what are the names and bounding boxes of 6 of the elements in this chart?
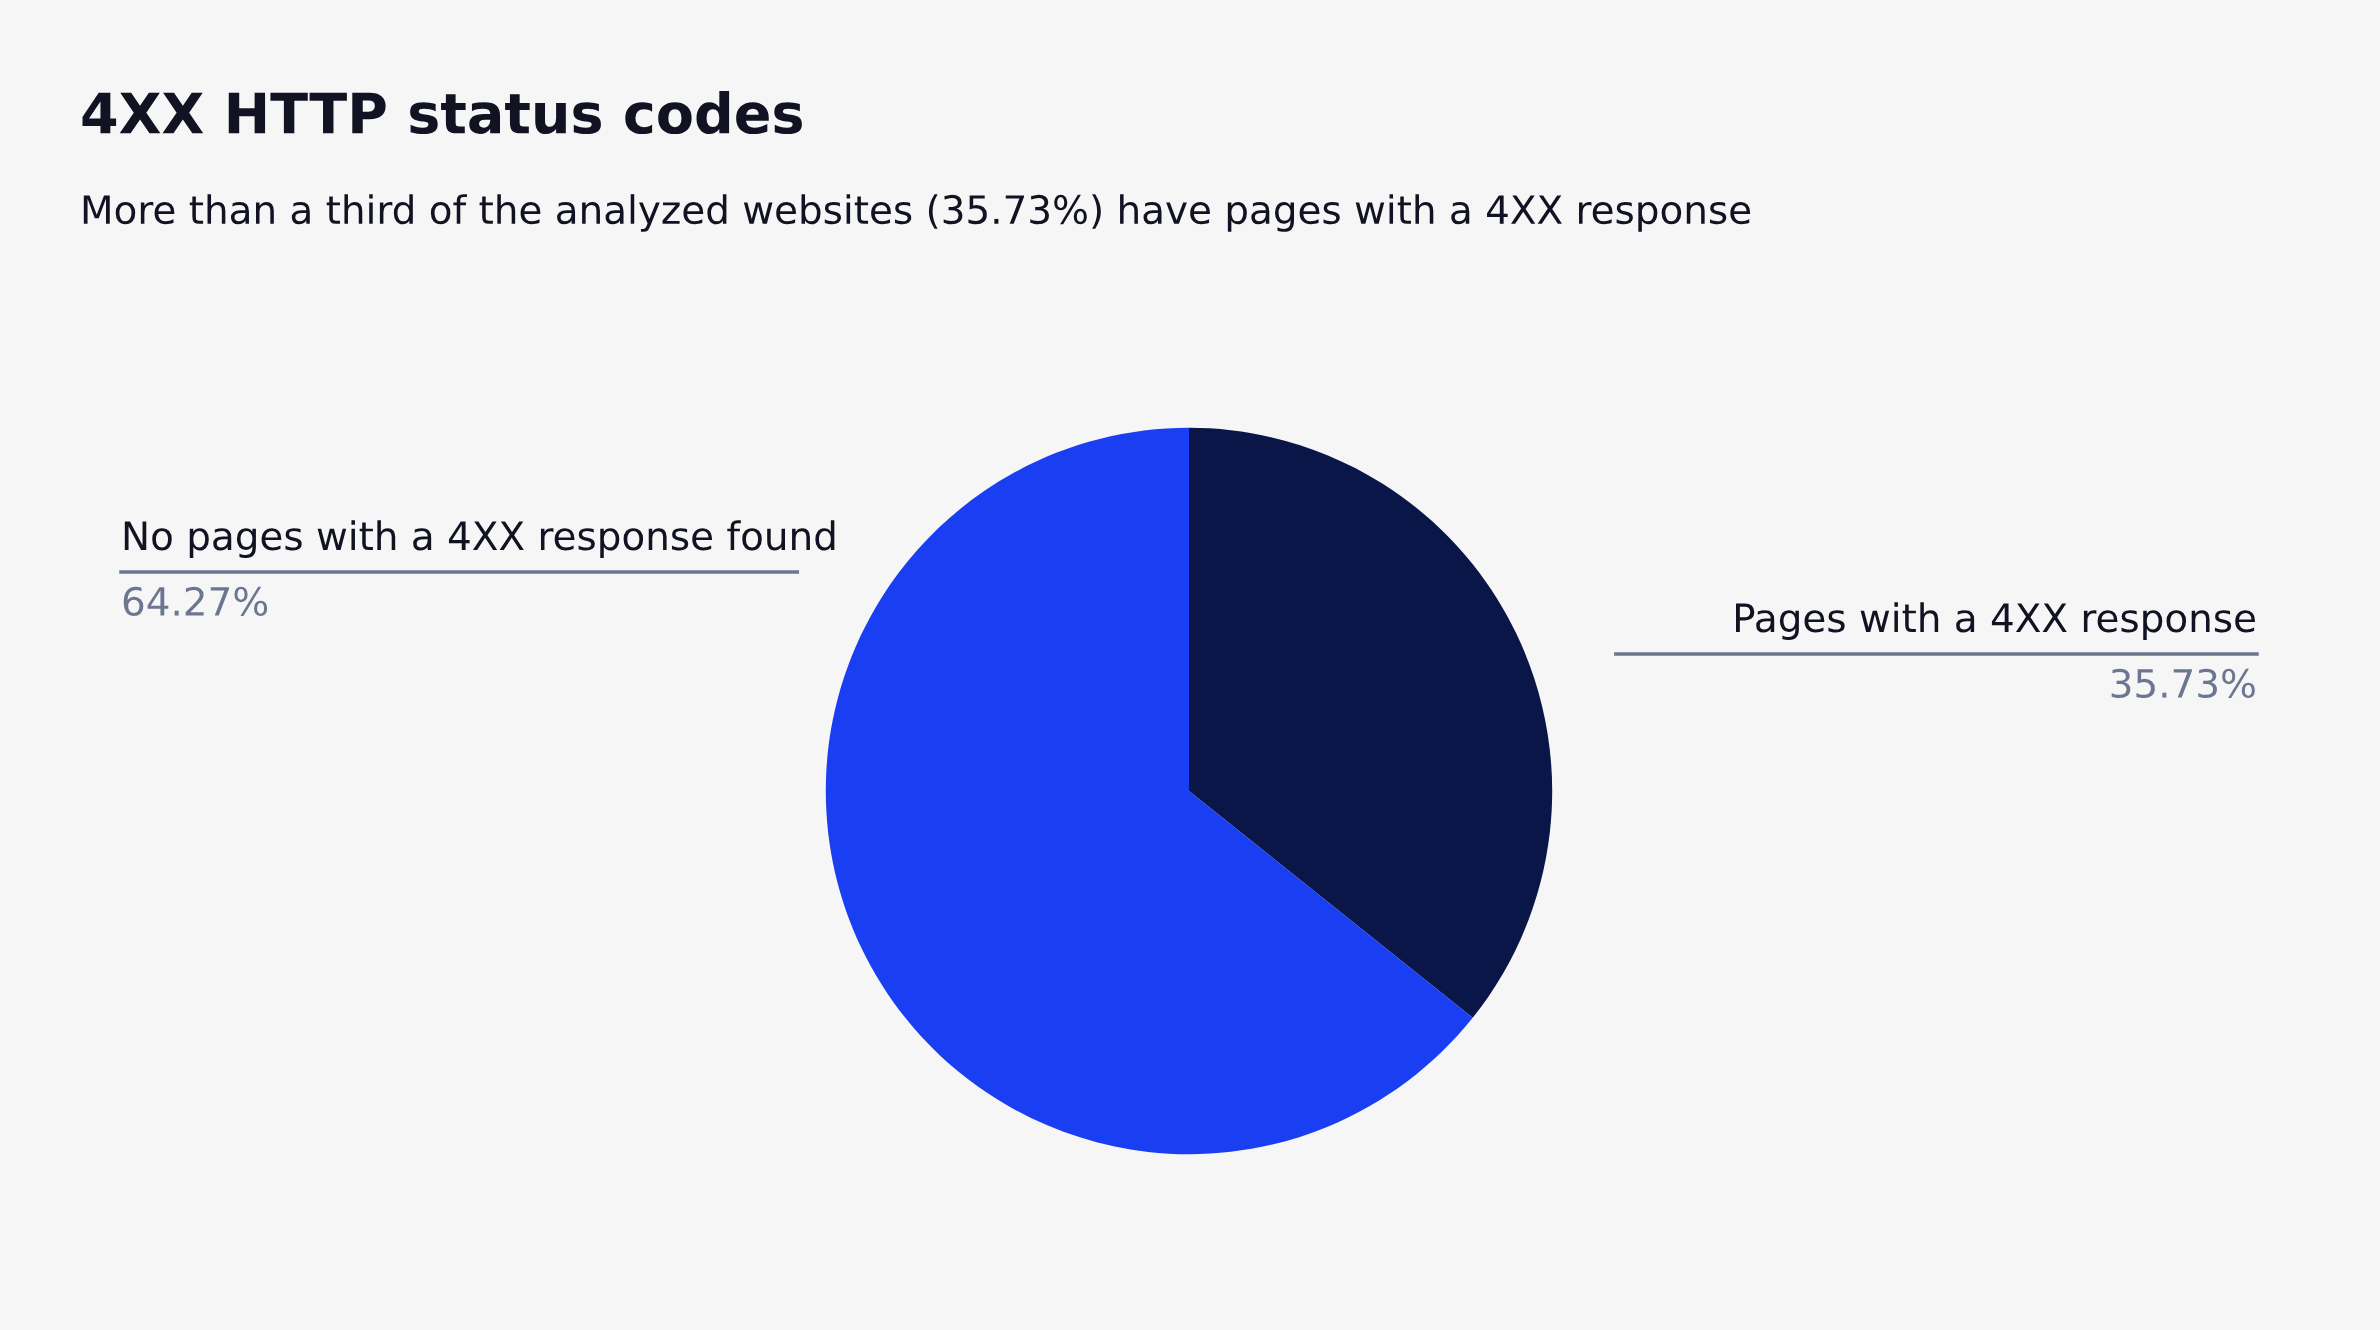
slice-label: Pages with a 4XX response [1736,602,2255,640]
chart-subtitle: More than a third of the analyzed websites (35.73%) have pages with a 4XX response [83,194,1751,232]
slice-label: No pages with a 4XX response found [124,520,835,558]
data-label: 64.27% [123,586,268,617]
data-label: 35.73% [2111,668,2255,699]
chart-title: 4XX HTTP status codes [82,91,802,135]
